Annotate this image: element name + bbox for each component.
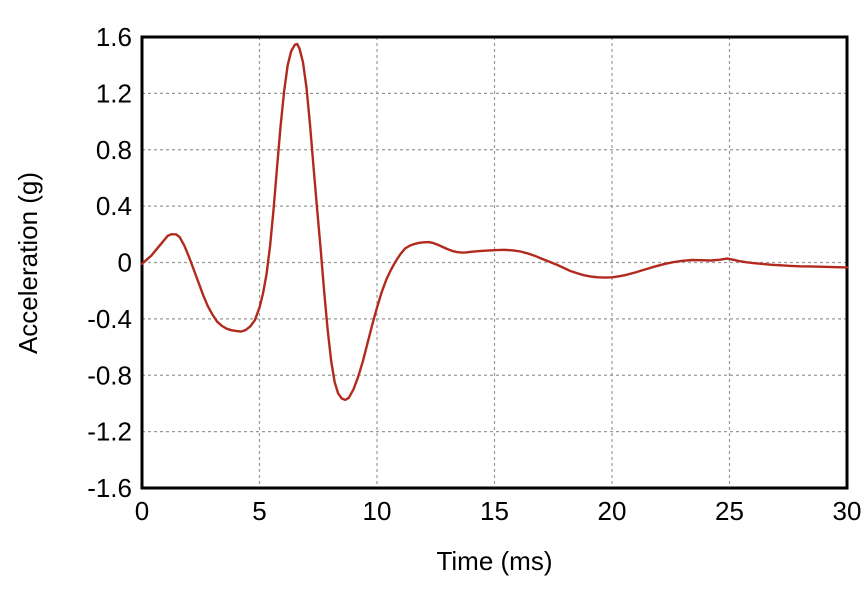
y-tick-label: -1.6	[87, 473, 132, 503]
x-tick-label: 10	[363, 496, 392, 526]
x-tick-label: 15	[480, 496, 509, 526]
acceleration-trace	[140, 42, 849, 402]
x-tick-label: 20	[598, 496, 627, 526]
y-tick-label: 0.8	[96, 135, 132, 165]
y-tick-label: 0.4	[96, 191, 132, 221]
x-tick-label: 5	[252, 496, 266, 526]
x-tick-label: 0	[135, 496, 149, 526]
y-tick-label: -0.8	[87, 360, 132, 390]
y-axis-title-band: Acceleration (g)	[6, 37, 50, 488]
y-tick-label: 0	[118, 248, 132, 278]
x-tick-label: 30	[833, 496, 862, 526]
y-tick-label: 1.2	[96, 78, 132, 108]
y-tick-label: -0.4	[87, 304, 132, 334]
x-axis-title: Time (ms)	[436, 546, 553, 576]
x-tick-label: 25	[715, 496, 744, 526]
y-tick-label: -1.2	[87, 417, 132, 447]
y-tick-label: 1.6	[96, 22, 132, 52]
y-axis-title: Acceleration (g)	[13, 171, 44, 354]
